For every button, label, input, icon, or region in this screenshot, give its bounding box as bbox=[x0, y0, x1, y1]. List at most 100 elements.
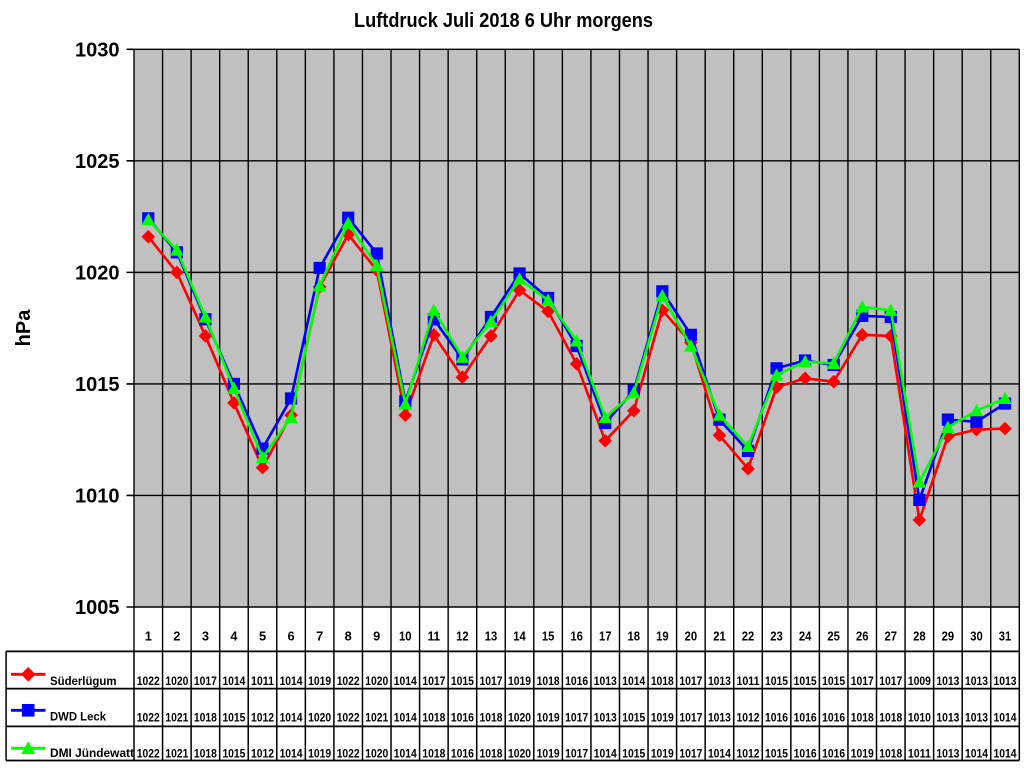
svg-text:6: 6 bbox=[288, 628, 295, 643]
svg-text:2: 2 bbox=[173, 628, 180, 643]
svg-text:1015: 1015 bbox=[222, 747, 245, 761]
svg-text:20: 20 bbox=[685, 628, 698, 643]
svg-text:1018: 1018 bbox=[479, 710, 502, 724]
svg-text:13: 13 bbox=[485, 628, 498, 643]
svg-text:1016: 1016 bbox=[822, 710, 845, 724]
svg-text:1016: 1016 bbox=[794, 747, 817, 761]
svg-text:1014: 1014 bbox=[280, 710, 303, 724]
svg-text:1022: 1022 bbox=[137, 674, 160, 688]
svg-text:7: 7 bbox=[316, 628, 323, 643]
svg-text:Luftdruck Juli 2018 6 Uhr morg: Luftdruck Juli 2018 6 Uhr morgens bbox=[354, 10, 653, 32]
svg-text:3: 3 bbox=[202, 628, 209, 643]
svg-text:18: 18 bbox=[628, 628, 641, 643]
svg-text:1015: 1015 bbox=[451, 674, 474, 688]
svg-text:1013: 1013 bbox=[708, 674, 731, 688]
svg-text:16: 16 bbox=[570, 628, 583, 643]
svg-text:1016: 1016 bbox=[451, 710, 474, 724]
svg-text:1018: 1018 bbox=[851, 710, 874, 724]
svg-text:1014: 1014 bbox=[222, 674, 245, 688]
svg-text:1011: 1011 bbox=[908, 747, 931, 761]
svg-text:1018: 1018 bbox=[194, 710, 217, 724]
svg-text:31: 31 bbox=[999, 628, 1012, 643]
svg-text:1013: 1013 bbox=[708, 710, 731, 724]
svg-text:1020: 1020 bbox=[508, 747, 531, 761]
svg-text:1016: 1016 bbox=[565, 674, 588, 688]
svg-text:1014: 1014 bbox=[965, 747, 988, 761]
svg-text:1019: 1019 bbox=[851, 747, 874, 761]
svg-text:1017: 1017 bbox=[679, 674, 702, 688]
svg-text:1021: 1021 bbox=[365, 710, 388, 724]
svg-text:15: 15 bbox=[542, 628, 555, 643]
svg-text:1019: 1019 bbox=[508, 674, 531, 688]
svg-text:19: 19 bbox=[656, 628, 669, 643]
svg-text:DMI Jündewatt: DMI Jündewatt bbox=[50, 746, 134, 760]
svg-text:11: 11 bbox=[428, 628, 441, 643]
svg-text:1005: 1005 bbox=[75, 597, 120, 619]
svg-text:1013: 1013 bbox=[594, 710, 617, 724]
svg-text:28: 28 bbox=[913, 628, 926, 643]
svg-text:1018: 1018 bbox=[651, 674, 674, 688]
svg-text:1017: 1017 bbox=[565, 710, 588, 724]
svg-text:1009: 1009 bbox=[908, 674, 931, 688]
svg-text:1021: 1021 bbox=[165, 710, 188, 724]
svg-text:hPa: hPa bbox=[13, 309, 35, 347]
svg-text:1010: 1010 bbox=[908, 710, 931, 724]
svg-text:1013: 1013 bbox=[936, 747, 959, 761]
svg-text:29: 29 bbox=[942, 628, 955, 643]
svg-text:1022: 1022 bbox=[137, 747, 160, 761]
svg-text:1021: 1021 bbox=[165, 747, 188, 761]
svg-text:1013: 1013 bbox=[936, 710, 959, 724]
svg-text:1014: 1014 bbox=[280, 674, 303, 688]
svg-text:1017: 1017 bbox=[851, 674, 874, 688]
svg-text:23: 23 bbox=[770, 628, 783, 643]
svg-text:1020: 1020 bbox=[308, 710, 331, 724]
svg-text:1015: 1015 bbox=[794, 674, 817, 688]
svg-text:1017: 1017 bbox=[194, 674, 217, 688]
svg-text:1013: 1013 bbox=[936, 674, 959, 688]
svg-text:1014: 1014 bbox=[994, 747, 1017, 761]
svg-text:1014: 1014 bbox=[708, 747, 731, 761]
svg-text:1012: 1012 bbox=[737, 747, 760, 761]
svg-text:1015: 1015 bbox=[222, 710, 245, 724]
svg-text:Süderlügum: Süderlügum bbox=[50, 674, 117, 688]
svg-text:1030: 1030 bbox=[75, 39, 120, 61]
svg-text:1020: 1020 bbox=[165, 674, 188, 688]
svg-text:1019: 1019 bbox=[308, 747, 331, 761]
svg-text:1016: 1016 bbox=[765, 710, 788, 724]
svg-text:1015: 1015 bbox=[622, 747, 645, 761]
svg-text:1018: 1018 bbox=[422, 747, 445, 761]
svg-text:1017: 1017 bbox=[679, 710, 702, 724]
svg-text:1019: 1019 bbox=[537, 710, 560, 724]
svg-text:1022: 1022 bbox=[337, 674, 360, 688]
svg-text:1020: 1020 bbox=[365, 747, 388, 761]
svg-text:1011: 1011 bbox=[737, 674, 760, 688]
svg-text:1022: 1022 bbox=[137, 710, 160, 724]
svg-text:1014: 1014 bbox=[394, 747, 417, 761]
svg-text:1015: 1015 bbox=[765, 674, 788, 688]
svg-text:1014: 1014 bbox=[594, 747, 617, 761]
svg-text:1015: 1015 bbox=[622, 710, 645, 724]
svg-text:1012: 1012 bbox=[251, 747, 274, 761]
svg-text:1014: 1014 bbox=[394, 674, 417, 688]
svg-text:1015: 1015 bbox=[765, 747, 788, 761]
svg-text:25: 25 bbox=[827, 628, 840, 643]
svg-text:1010: 1010 bbox=[75, 486, 120, 508]
svg-text:26: 26 bbox=[856, 628, 869, 643]
svg-text:1011: 1011 bbox=[251, 674, 274, 688]
svg-text:1014: 1014 bbox=[280, 747, 303, 761]
svg-text:1: 1 bbox=[145, 628, 152, 643]
svg-text:1017: 1017 bbox=[679, 747, 702, 761]
svg-text:1014: 1014 bbox=[622, 674, 645, 688]
svg-text:9: 9 bbox=[373, 628, 380, 643]
svg-text:1012: 1012 bbox=[737, 710, 760, 724]
svg-text:1022: 1022 bbox=[337, 747, 360, 761]
svg-text:1016: 1016 bbox=[794, 710, 817, 724]
svg-text:1012: 1012 bbox=[251, 710, 274, 724]
svg-text:1013: 1013 bbox=[965, 710, 988, 724]
svg-text:10: 10 bbox=[399, 628, 412, 643]
svg-text:1018: 1018 bbox=[422, 710, 445, 724]
svg-text:22: 22 bbox=[742, 628, 755, 643]
svg-text:1025: 1025 bbox=[75, 151, 120, 173]
svg-text:1013: 1013 bbox=[594, 674, 617, 688]
svg-text:21: 21 bbox=[713, 628, 726, 643]
